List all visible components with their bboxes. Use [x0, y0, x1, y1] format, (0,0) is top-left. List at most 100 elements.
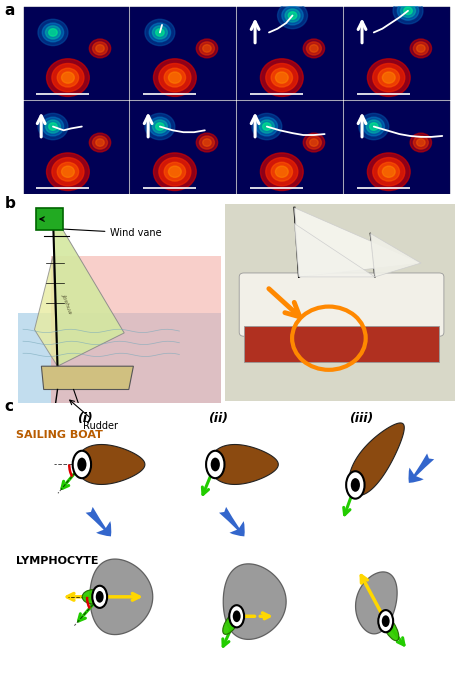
- Bar: [23, 7, 129, 100]
- Circle shape: [89, 39, 111, 58]
- Circle shape: [400, 4, 414, 18]
- Circle shape: [38, 19, 68, 45]
- Circle shape: [369, 123, 377, 130]
- Circle shape: [153, 153, 196, 190]
- Text: (iii): (iii): [348, 412, 372, 424]
- Circle shape: [92, 136, 107, 149]
- Circle shape: [381, 615, 389, 627]
- Circle shape: [168, 72, 181, 83]
- Circle shape: [232, 611, 240, 622]
- Circle shape: [52, 64, 84, 91]
- Circle shape: [95, 591, 103, 603]
- Circle shape: [202, 45, 211, 52]
- Bar: [23, 101, 129, 194]
- Circle shape: [413, 136, 427, 149]
- Circle shape: [392, 0, 422, 24]
- Polygon shape: [294, 223, 374, 277]
- Circle shape: [164, 68, 185, 87]
- Polygon shape: [41, 366, 133, 389]
- Circle shape: [397, 1, 418, 20]
- Circle shape: [381, 166, 394, 177]
- Polygon shape: [90, 559, 152, 634]
- Polygon shape: [369, 234, 420, 277]
- Circle shape: [49, 28, 57, 36]
- Text: a: a: [5, 3, 15, 18]
- Circle shape: [372, 158, 404, 185]
- Text: b: b: [5, 196, 16, 211]
- Bar: [130, 101, 236, 194]
- Text: Joshua: Joshua: [61, 292, 73, 313]
- Circle shape: [306, 42, 321, 55]
- Circle shape: [377, 610, 392, 632]
- Polygon shape: [76, 445, 145, 485]
- Circle shape: [413, 42, 427, 55]
- Circle shape: [262, 123, 270, 130]
- Ellipse shape: [222, 611, 240, 634]
- Circle shape: [377, 162, 398, 181]
- Text: (i): (i): [77, 412, 93, 424]
- Circle shape: [265, 158, 297, 185]
- Circle shape: [409, 133, 431, 152]
- Text: c: c: [5, 399, 14, 414]
- Bar: [344, 7, 449, 100]
- Circle shape: [302, 133, 324, 152]
- Circle shape: [155, 28, 164, 36]
- Circle shape: [409, 39, 431, 58]
- Circle shape: [416, 139, 424, 146]
- Circle shape: [168, 166, 181, 177]
- Bar: [18, 313, 220, 403]
- Polygon shape: [209, 445, 278, 485]
- Polygon shape: [294, 208, 420, 277]
- Circle shape: [346, 471, 364, 499]
- Circle shape: [57, 162, 78, 181]
- Text: Rudder: Rudder: [70, 400, 118, 431]
- Circle shape: [259, 120, 274, 133]
- Circle shape: [377, 68, 398, 87]
- Circle shape: [199, 42, 214, 55]
- Circle shape: [270, 68, 292, 87]
- FancyBboxPatch shape: [243, 326, 438, 362]
- Ellipse shape: [381, 615, 398, 640]
- Circle shape: [152, 26, 167, 39]
- Circle shape: [46, 59, 89, 96]
- Circle shape: [89, 133, 111, 152]
- Circle shape: [62, 166, 74, 177]
- Polygon shape: [355, 572, 396, 634]
- Circle shape: [92, 42, 107, 55]
- Circle shape: [306, 136, 321, 149]
- Circle shape: [145, 19, 174, 45]
- Circle shape: [275, 166, 288, 177]
- Circle shape: [149, 117, 170, 136]
- Circle shape: [285, 9, 299, 22]
- Circle shape: [367, 153, 409, 190]
- Text: SAILING BOAT: SAILING BOAT: [16, 430, 103, 440]
- Circle shape: [206, 451, 224, 478]
- Circle shape: [152, 120, 167, 133]
- Circle shape: [367, 59, 409, 96]
- Circle shape: [256, 117, 277, 136]
- Circle shape: [52, 158, 84, 185]
- Circle shape: [210, 458, 219, 471]
- Circle shape: [45, 120, 60, 133]
- Ellipse shape: [82, 590, 104, 604]
- Circle shape: [153, 59, 196, 96]
- Circle shape: [155, 123, 164, 130]
- Bar: [50, 257, 220, 403]
- Circle shape: [62, 72, 74, 83]
- Circle shape: [381, 72, 394, 83]
- Circle shape: [358, 113, 388, 139]
- Bar: [130, 7, 236, 100]
- Circle shape: [270, 162, 292, 181]
- Circle shape: [229, 605, 244, 628]
- Circle shape: [46, 153, 89, 190]
- Polygon shape: [53, 213, 124, 366]
- Circle shape: [199, 136, 214, 149]
- Circle shape: [95, 45, 104, 52]
- Circle shape: [196, 133, 217, 152]
- Circle shape: [275, 72, 288, 83]
- Circle shape: [196, 39, 217, 58]
- Circle shape: [362, 117, 384, 136]
- Circle shape: [202, 139, 211, 146]
- Circle shape: [73, 451, 91, 478]
- Circle shape: [265, 64, 297, 91]
